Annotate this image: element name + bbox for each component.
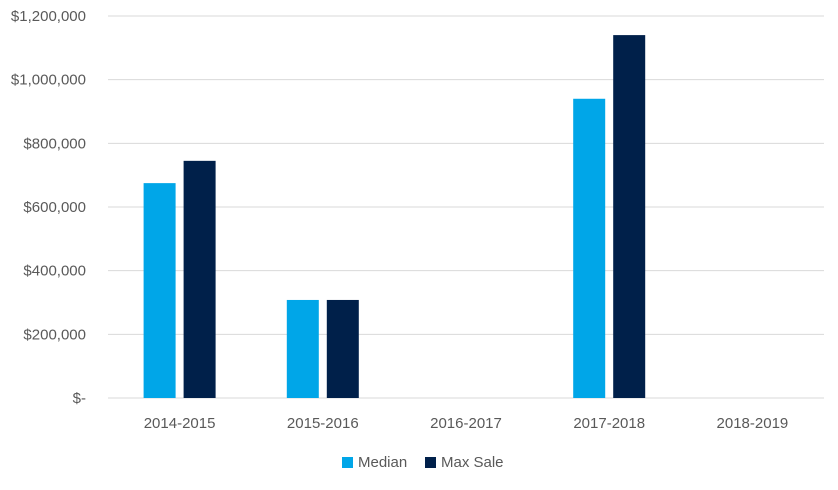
x-tick-label: 2018-2019 (717, 415, 789, 432)
y-tick-label: $600,000 (23, 199, 86, 216)
y-tick-label: $- (73, 390, 86, 407)
x-tick-label: 2014-2015 (144, 415, 216, 432)
x-tick-label: 2015-2016 (287, 415, 359, 432)
bar-median (286, 299, 319, 398)
bar-median (573, 98, 606, 399)
bar-max-sale (183, 160, 216, 398)
y-tick-label: $1,200,000 (11, 8, 86, 25)
legend-swatch (425, 457, 436, 468)
legend-swatch (342, 457, 353, 468)
bar-max-sale (613, 35, 646, 398)
x-tick-label: 2016-2017 (430, 415, 502, 432)
y-tick-label: $200,000 (23, 326, 86, 343)
x-tick-label: 2017-2018 (573, 415, 645, 432)
legend-label: Max Sale (441, 454, 504, 471)
y-tick-label: $1,000,000 (11, 72, 86, 89)
y-tick-label: $800,000 (23, 135, 86, 152)
bar-median (143, 183, 176, 398)
bar-max-sale (326, 299, 359, 398)
legend-label: Median (358, 454, 407, 471)
y-tick-label: $400,000 (23, 263, 86, 280)
